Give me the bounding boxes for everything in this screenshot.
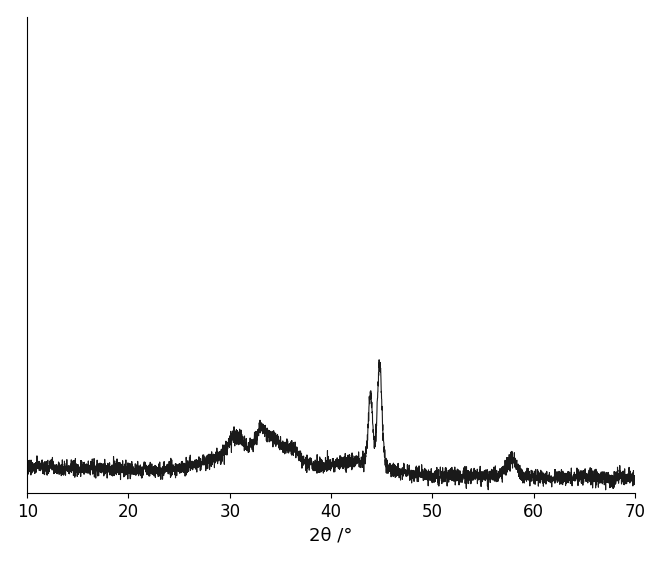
X-axis label: 2θ /°: 2θ /°: [309, 526, 353, 544]
